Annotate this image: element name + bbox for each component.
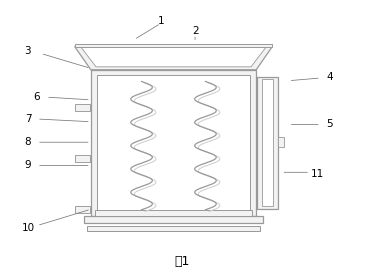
Bar bbox=[75, 206, 90, 213]
Bar bbox=[97, 75, 250, 211]
Bar bbox=[95, 210, 252, 216]
Bar bbox=[84, 216, 264, 223]
Text: 3: 3 bbox=[24, 46, 31, 56]
Text: 2: 2 bbox=[192, 27, 199, 37]
Bar bbox=[75, 44, 272, 47]
Text: 1: 1 bbox=[158, 16, 164, 26]
Text: 5: 5 bbox=[327, 119, 333, 129]
Polygon shape bbox=[81, 47, 266, 67]
Text: 4: 4 bbox=[327, 72, 333, 82]
Bar bbox=[262, 79, 273, 206]
Text: 9: 9 bbox=[24, 160, 31, 170]
Text: 10: 10 bbox=[22, 223, 35, 233]
Bar bbox=[278, 137, 284, 147]
Bar bbox=[257, 77, 278, 209]
Bar bbox=[87, 226, 261, 230]
Bar bbox=[75, 104, 90, 111]
Text: 6: 6 bbox=[34, 92, 40, 102]
Text: 图1: 图1 bbox=[175, 255, 190, 268]
Bar bbox=[91, 70, 256, 216]
Bar bbox=[75, 155, 90, 162]
Text: 7: 7 bbox=[24, 114, 31, 124]
Text: 8: 8 bbox=[24, 137, 31, 147]
Polygon shape bbox=[75, 47, 272, 70]
Text: 11: 11 bbox=[311, 169, 324, 179]
